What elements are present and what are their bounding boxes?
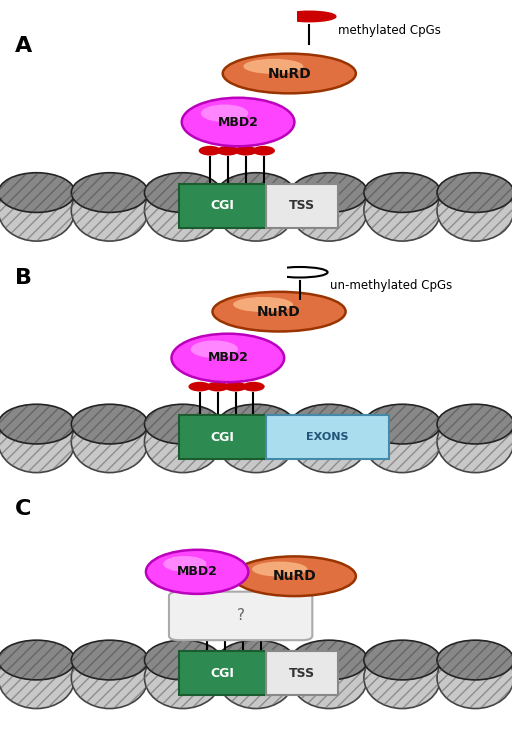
- Ellipse shape: [218, 411, 294, 473]
- Ellipse shape: [364, 173, 441, 212]
- Ellipse shape: [437, 411, 512, 473]
- Ellipse shape: [212, 292, 346, 331]
- Text: CGI: CGI: [211, 667, 234, 680]
- Ellipse shape: [218, 404, 294, 444]
- Ellipse shape: [144, 411, 221, 473]
- Ellipse shape: [233, 297, 293, 312]
- Ellipse shape: [0, 640, 75, 680]
- Text: NuRD: NuRD: [267, 66, 311, 81]
- Ellipse shape: [71, 411, 148, 473]
- Ellipse shape: [218, 647, 294, 709]
- Text: TSS: TSS: [289, 667, 315, 680]
- Ellipse shape: [0, 179, 75, 241]
- Ellipse shape: [0, 647, 75, 709]
- Ellipse shape: [291, 179, 368, 241]
- Circle shape: [234, 146, 257, 156]
- Ellipse shape: [144, 404, 221, 444]
- Ellipse shape: [437, 647, 512, 709]
- Ellipse shape: [146, 550, 248, 594]
- FancyBboxPatch shape: [169, 592, 312, 640]
- Ellipse shape: [218, 179, 294, 241]
- Ellipse shape: [71, 640, 148, 680]
- Ellipse shape: [201, 104, 248, 122]
- FancyBboxPatch shape: [179, 651, 266, 695]
- Ellipse shape: [182, 98, 294, 146]
- Ellipse shape: [291, 647, 368, 709]
- Ellipse shape: [71, 173, 148, 212]
- Circle shape: [217, 146, 239, 156]
- Ellipse shape: [71, 647, 148, 709]
- Circle shape: [250, 620, 272, 630]
- Text: CGI: CGI: [211, 199, 234, 212]
- Ellipse shape: [0, 411, 75, 473]
- Text: MBD2: MBD2: [177, 565, 218, 578]
- Circle shape: [196, 620, 219, 630]
- Text: B: B: [15, 268, 32, 287]
- Ellipse shape: [291, 173, 368, 212]
- Ellipse shape: [437, 404, 512, 444]
- Circle shape: [232, 620, 254, 630]
- Ellipse shape: [364, 647, 441, 709]
- Ellipse shape: [243, 59, 303, 74]
- Ellipse shape: [364, 411, 441, 473]
- Text: EXONS: EXONS: [306, 432, 349, 442]
- Circle shape: [252, 146, 275, 156]
- Ellipse shape: [172, 334, 284, 382]
- Ellipse shape: [437, 640, 512, 680]
- Text: C: C: [15, 499, 32, 519]
- Ellipse shape: [364, 640, 441, 680]
- Ellipse shape: [223, 54, 356, 93]
- FancyBboxPatch shape: [266, 184, 338, 228]
- Text: TSS: TSS: [289, 199, 315, 212]
- Text: MBD2: MBD2: [218, 115, 259, 129]
- Ellipse shape: [437, 173, 512, 212]
- Ellipse shape: [163, 556, 206, 572]
- Text: CGI: CGI: [211, 431, 234, 444]
- Ellipse shape: [233, 556, 356, 596]
- Ellipse shape: [0, 404, 75, 444]
- FancyBboxPatch shape: [266, 651, 338, 695]
- Ellipse shape: [71, 179, 148, 241]
- Circle shape: [214, 620, 237, 630]
- Circle shape: [242, 381, 265, 392]
- Text: MBD2: MBD2: [207, 351, 248, 365]
- Text: A: A: [15, 36, 33, 56]
- Text: un-methylated CpGs: un-methylated CpGs: [330, 279, 452, 293]
- Text: ?: ?: [237, 609, 245, 623]
- FancyBboxPatch shape: [266, 415, 389, 459]
- Circle shape: [206, 381, 229, 392]
- Ellipse shape: [252, 562, 307, 577]
- Circle shape: [283, 11, 336, 22]
- Ellipse shape: [0, 173, 75, 212]
- Ellipse shape: [218, 640, 294, 680]
- Ellipse shape: [437, 179, 512, 241]
- Ellipse shape: [144, 647, 221, 709]
- FancyBboxPatch shape: [179, 415, 266, 459]
- Ellipse shape: [190, 340, 238, 358]
- Text: NuRD: NuRD: [257, 304, 301, 319]
- Ellipse shape: [364, 179, 441, 241]
- Circle shape: [199, 146, 221, 156]
- Ellipse shape: [291, 404, 368, 444]
- Ellipse shape: [291, 640, 368, 680]
- Ellipse shape: [144, 179, 221, 241]
- Ellipse shape: [144, 173, 221, 212]
- Circle shape: [224, 381, 247, 392]
- Text: NuRD: NuRD: [272, 569, 316, 584]
- Circle shape: [188, 381, 211, 392]
- Ellipse shape: [144, 640, 221, 680]
- Circle shape: [272, 267, 328, 278]
- Ellipse shape: [291, 411, 368, 473]
- Ellipse shape: [218, 173, 294, 212]
- FancyBboxPatch shape: [179, 184, 266, 228]
- Text: methylated CpGs: methylated CpGs: [338, 24, 441, 37]
- Ellipse shape: [364, 404, 441, 444]
- Ellipse shape: [71, 404, 148, 444]
